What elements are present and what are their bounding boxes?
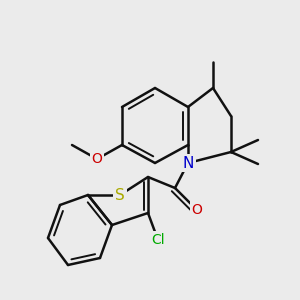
Text: Cl: Cl xyxy=(151,233,165,247)
Text: N: N xyxy=(182,155,194,170)
Text: S: S xyxy=(115,188,125,202)
Text: O: O xyxy=(92,152,102,166)
Text: O: O xyxy=(192,203,203,217)
